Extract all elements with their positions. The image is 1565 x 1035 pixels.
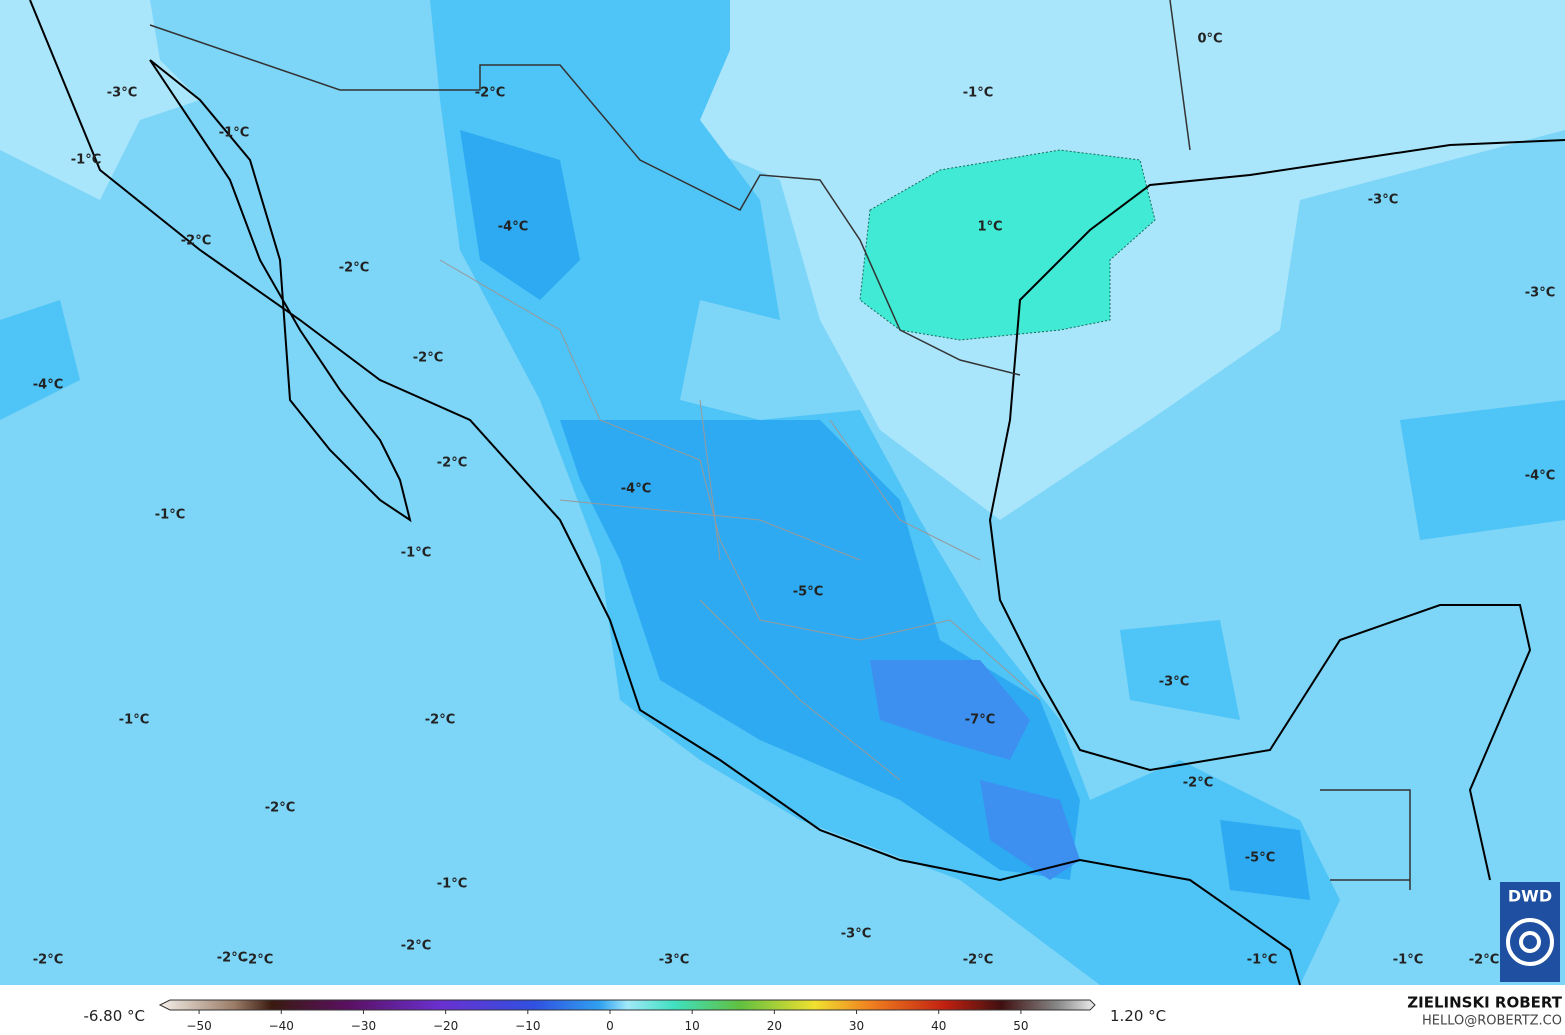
colorbar-tick-label: −50 [186,1019,211,1033]
colorbar-tick-label: 10 [685,1019,700,1033]
logo-swirl [1506,918,1554,966]
colder-field [460,130,1310,900]
max-label: 1.20 °C [1110,1007,1166,1025]
temperature-label: -2°C [33,953,63,968]
border [149,0,1411,890]
colorbar: -6.80 °C 1.20 °C −50 −40 −30 −20 −10 0 10 20 30 4… [83,999,1166,1033]
colorbar-tick-label: 30 [849,1019,864,1033]
temperature-label: -3°C [659,953,689,968]
coastline [29,0,1565,986]
map [0,0,1565,986]
temperature-label: -2°C [1469,953,1499,968]
temperature-label: -4°C [33,378,63,393]
temperature-label: -2°C [425,713,455,728]
temperature-label: -5°C [1245,851,1275,866]
temperature-label: -4°C [621,482,651,497]
temperature-label: -2°C [401,939,431,954]
credit-name: ZIELINSKI ROBERT [1407,994,1562,1012]
temperature-label: -2°C [181,234,211,249]
warm-field [859,149,1156,341]
state-border [439,259,1041,781]
temperature-label: -2°C [963,953,993,968]
temperature-label: -1°C [1247,953,1277,968]
temperature-label: -3°C [107,86,137,101]
colorbar-tick-label: 0 [606,1019,614,1033]
temperature-label: -2°C [243,953,273,968]
temperature-label: -1°C [119,713,149,728]
temperature-label: -1°C [155,508,185,523]
logo-text: DWD [1508,887,1552,906]
colorbar-tick-label: −40 [269,1019,294,1033]
temperature-label: -1°C [401,546,431,561]
temperature-label: -2°C [475,86,505,101]
temperature-label: -2°C [265,801,295,816]
temperature-label: -1°C [71,153,101,168]
temperature-label: -1°C [219,126,249,141]
temperature-label: -4°C [498,220,528,235]
colorbar-tick-label: 40 [931,1019,946,1033]
temperature-label: 0°C [1197,32,1222,47]
temperature-label: -2°C [437,456,467,471]
coldest-field [870,660,1080,880]
colorbar-tick-label: 50 [1013,1019,1028,1033]
credit-email: HELLO@ROBERTZ.CO [1422,1014,1562,1029]
temperature-label: -1°C [1393,953,1423,968]
temperature-labels: 0°C-3°C -2°C -1°C-1°C-1°C-4°C 1°C-3°C-2°C-2… [33,32,1555,968]
colorbar-strip [158,999,1096,1011]
colorbar-tick-label: 20 [767,1019,782,1033]
temperature-label: -3°C [1525,286,1555,301]
temperature-label: -4°C [1525,469,1555,484]
colorbar-tick-label: −30 [351,1019,376,1033]
logo: DWD [1500,882,1560,982]
temperature-label: -3°C [1159,675,1189,690]
temperature-label: -3°C [841,927,871,942]
logo-swirl [1519,931,1541,953]
temperature-label: -2°C [217,951,247,966]
temperature-label: -1°C [963,86,993,101]
temperature-label: -2°C [339,261,369,276]
temperature-label: -2°C [413,351,443,366]
colorbar-tick-label: −20 [433,1019,458,1033]
min-label: -6.80 °C [83,1007,145,1025]
temperature-label: -3°C [1368,193,1398,208]
temperature-label: -2°C [1183,776,1213,791]
temperature-label: -7°C [965,713,995,728]
colorbar-tick-label: −10 [515,1019,540,1033]
temperature-label: -1°C [437,877,467,892]
temperature-label: -5°C [793,585,823,600]
temperature-label: 1°C [977,220,1002,235]
